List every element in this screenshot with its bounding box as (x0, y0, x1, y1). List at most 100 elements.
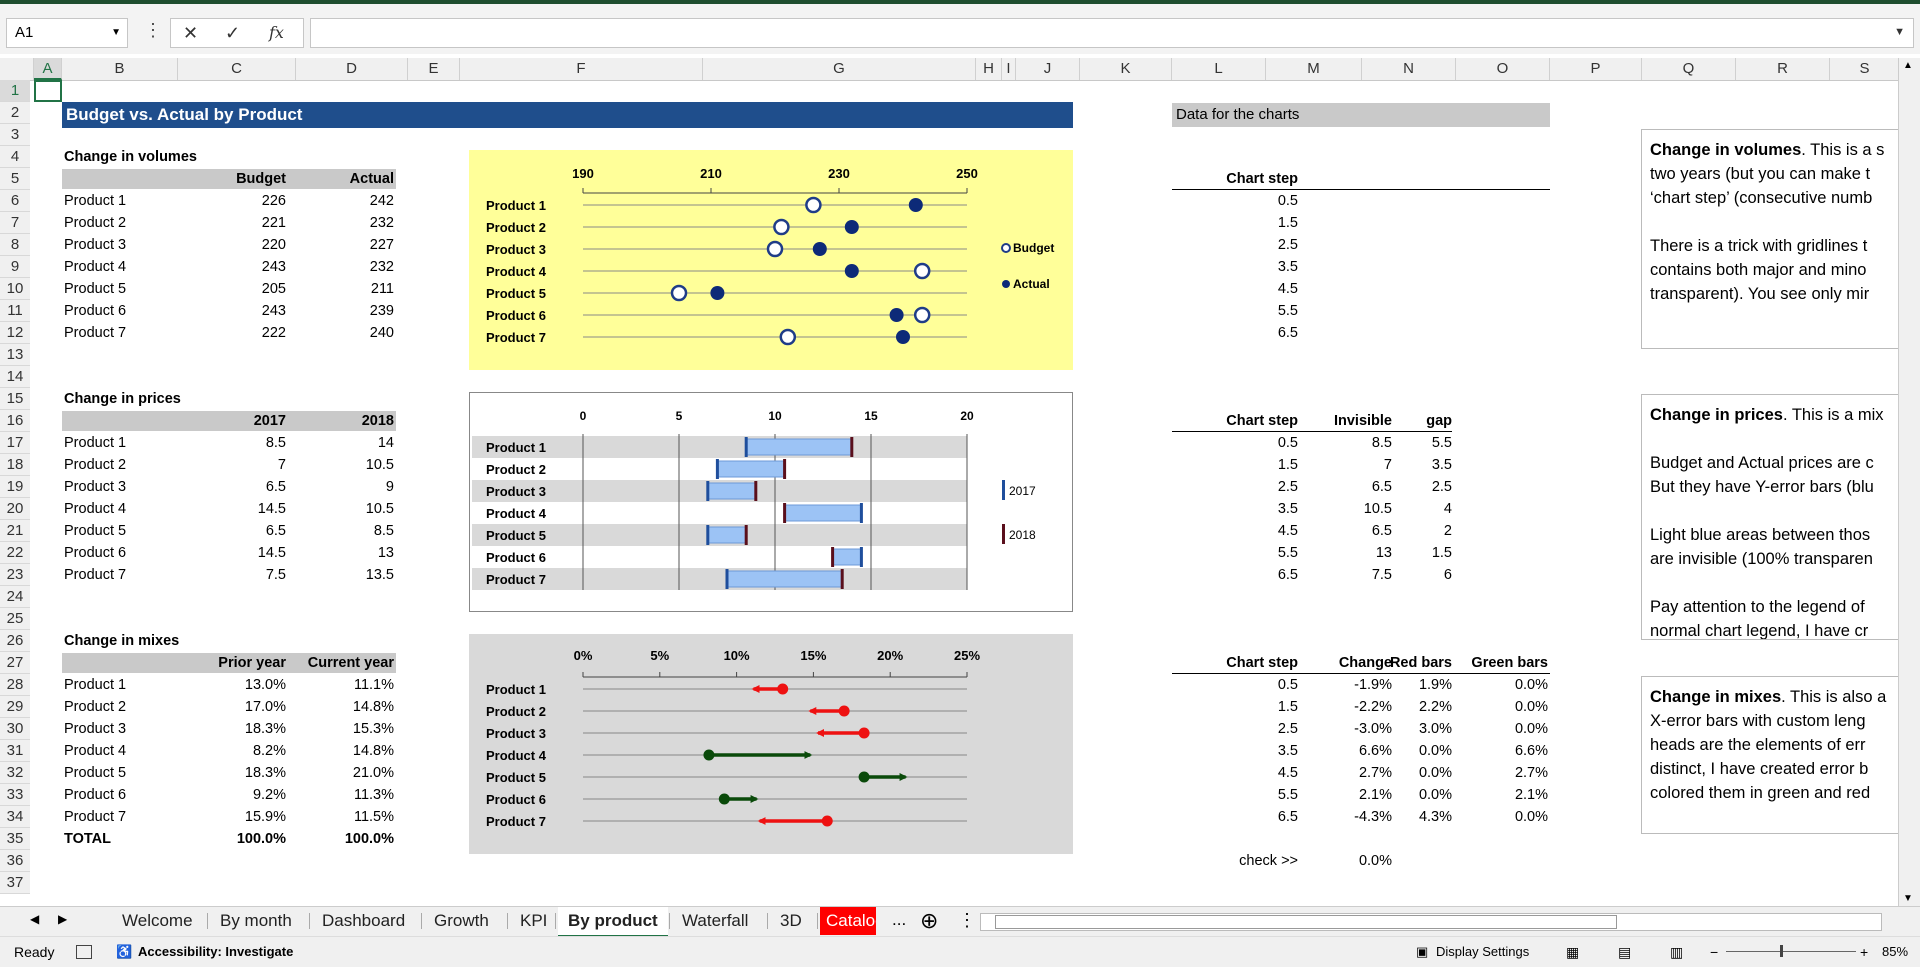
product-name-cell[interactable]: Product 7 (64, 325, 127, 341)
data-cell[interactable]: 2.2% (1418, 699, 1452, 715)
scroll-up-icon[interactable]: ▲ (1903, 60, 1913, 71)
value-cell[interactable]: 232 (369, 259, 394, 275)
add-sheet-icon[interactable]: ⊕ (920, 908, 939, 933)
row-header-11[interactable]: 11 (0, 300, 30, 322)
row-header-30[interactable]: 30 (0, 718, 30, 740)
row-header-23[interactable]: 23 (0, 564, 30, 586)
value-cell[interactable]: 226 (261, 193, 286, 209)
data-cell[interactable]: 3.5 (1277, 501, 1298, 517)
macro-record-icon[interactable] (76, 945, 92, 959)
data-cell[interactable]: 6.5 (1371, 523, 1392, 539)
page-break-icon[interactable]: ▥ (1670, 944, 1684, 960)
select-all-corner[interactable] (0, 58, 34, 80)
value-cell[interactable]: 13.5 (365, 567, 394, 583)
column-header-c[interactable]: C (178, 58, 296, 80)
value-cell[interactable]: 242 (369, 193, 394, 209)
product-name-cell[interactable]: Product 6 (64, 787, 127, 803)
row-header-33[interactable]: 33 (0, 784, 30, 806)
value-cell[interactable]: 15.9% (244, 809, 286, 825)
data-cell[interactable]: 6 (1443, 567, 1452, 583)
product-name-cell[interactable]: Product 2 (64, 699, 127, 715)
column-header-a[interactable]: A (34, 58, 62, 80)
data-cell[interactable]: 3.5 (1277, 259, 1298, 275)
product-name-cell[interactable]: Product 4 (64, 501, 127, 517)
table-label[interactable]: Change in prices (64, 391, 181, 407)
data-cell[interactable]: 1.5 (1431, 545, 1452, 561)
data-cell[interactable]: 5.5 (1277, 787, 1298, 803)
data-cell[interactable]: 0.0% (1418, 743, 1452, 759)
data-cell[interactable]: 0.5 (1277, 677, 1298, 693)
sheet-tab-catalog[interactable]: Catalog (820, 907, 876, 935)
data-header-cell[interactable]: Green bars (1471, 655, 1548, 671)
column-header-b[interactable]: B (62, 58, 178, 80)
sheet-tab-by-month[interactable]: By month (220, 911, 292, 930)
product-name-cell[interactable]: Product 2 (64, 215, 127, 231)
value-cell[interactable]: 8.2% (252, 743, 286, 759)
value-cell[interactable]: 243 (261, 303, 286, 319)
column-header-s[interactable]: S (1830, 58, 1900, 80)
zoom-slider[interactable] (1726, 945, 1856, 957)
row-header-29[interactable]: 29 (0, 696, 30, 718)
sheet-tab-dashboard[interactable]: Dashboard (322, 911, 406, 930)
row-header-2[interactable]: 2 (0, 102, 30, 124)
column-header-l[interactable]: L (1172, 58, 1266, 80)
insert-function-icon[interactable]: fx (269, 23, 284, 42)
value-cell[interactable]: 7.5 (265, 567, 286, 583)
product-name-cell[interactable]: Product 5 (64, 523, 127, 539)
textbox-mixes[interactable]: Change in mixes. This is also a X-error b… (1641, 676, 1901, 834)
volumes-chart[interactable]: 190 210 230 250 Product 1 Product 2 Product 3 P… (469, 150, 1073, 370)
column-header-k[interactable]: K (1080, 58, 1172, 80)
data-cell[interactable]: 7.5 (1371, 567, 1392, 583)
sheet-tab-by-product[interactable]: By product (558, 907, 668, 938)
data-cell[interactable]: 0.0% (1514, 721, 1548, 737)
column-header-e[interactable]: E (408, 58, 460, 80)
value-cell[interactable]: 10.5 (365, 501, 394, 517)
total-value-cell[interactable]: 100.0% (236, 831, 286, 847)
prev-sheet-icon[interactable]: ◀ (30, 912, 40, 926)
row-header-20[interactable]: 20 (0, 498, 30, 520)
data-cell[interactable]: 3.5 (1277, 743, 1298, 759)
data-cell[interactable]: 2.5 (1431, 479, 1452, 495)
value-cell[interactable]: 8.5 (373, 523, 394, 539)
sheet-tab-growth[interactable]: Growth (434, 911, 489, 930)
value-cell[interactable]: 14.8% (352, 743, 394, 759)
row-header-18[interactable]: 18 (0, 454, 30, 476)
data-header-cell[interactable]: Chart step (1226, 413, 1298, 429)
row-header-25[interactable]: 25 (0, 608, 30, 630)
row-header-7[interactable]: 7 (0, 212, 30, 234)
enter-icon[interactable]: ✓ (225, 23, 241, 43)
column-header-r[interactable]: R (1736, 58, 1830, 80)
data-cell[interactable]: 2.1% (1514, 787, 1548, 803)
value-cell[interactable]: 14.5 (257, 501, 286, 517)
row-header-37[interactable]: 37 (0, 872, 30, 894)
column-header-q[interactable]: Q (1642, 58, 1736, 80)
column-header-g[interactable]: G (703, 58, 976, 80)
product-name-cell[interactable]: Product 3 (64, 721, 127, 737)
normal-view-icon[interactable]: ▦ (1566, 944, 1580, 960)
row-header-3[interactable]: 3 (0, 124, 30, 146)
column-header-cell[interactable]: Budget (236, 171, 286, 187)
product-name-cell[interactable]: Product 3 (64, 479, 127, 495)
data-cell[interactable]: 2.7% (1358, 765, 1392, 781)
data-cell[interactable]: 0.0% (1418, 765, 1452, 781)
data-header-cell[interactable]: gap (1426, 413, 1452, 429)
check-label[interactable]: check >> (1239, 853, 1298, 869)
column-header-p[interactable]: P (1550, 58, 1642, 80)
column-header-cell[interactable]: 2018 (361, 413, 394, 429)
row-header-32[interactable]: 32 (0, 762, 30, 784)
value-cell[interactable]: 240 (369, 325, 394, 341)
sheet-tab-3d[interactable]: 3D (780, 911, 802, 930)
value-cell[interactable]: 21.0% (352, 765, 394, 781)
row-header-10[interactable]: 10 (0, 278, 30, 300)
value-cell[interactable]: 220 (261, 237, 286, 253)
vertical-scrollbar[interactable]: ▲ ▼ (1898, 58, 1920, 906)
product-name-cell[interactable]: Product 5 (64, 281, 127, 297)
data-cell[interactable]: 6.5 (1277, 325, 1298, 341)
row-header-26[interactable]: 26 (0, 630, 30, 652)
column-header-cell[interactable]: Actual (349, 171, 394, 187)
column-header-f[interactable]: F (460, 58, 703, 80)
data-cell[interactable]: 5.5 (1431, 435, 1452, 451)
data-cell[interactable]: 2.7% (1514, 765, 1548, 781)
row-header-12[interactable]: 12 (0, 322, 30, 344)
data-cell[interactable]: 3.5 (1431, 457, 1452, 473)
